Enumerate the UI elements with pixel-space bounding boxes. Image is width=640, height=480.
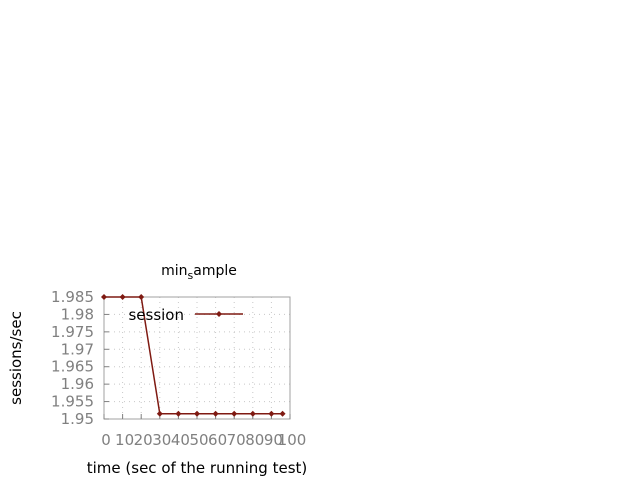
data-point [268, 410, 275, 417]
y-tick-label: 1.975 [51, 323, 94, 341]
legend-label-session: session [128, 306, 184, 324]
y-tick-label: 1.95 [61, 410, 94, 428]
y-tick-label: 1.965 [51, 358, 94, 376]
data-point [231, 410, 238, 417]
x-tick-label: 60 [208, 431, 227, 449]
x-tick-label: 100 [278, 431, 307, 449]
x-tick-label: 40 [171, 431, 190, 449]
y-tick-label: 1.955 [51, 393, 94, 411]
legend-marker-session [216, 311, 222, 317]
legend: session [128, 306, 243, 324]
y-tick-label: 1.97 [61, 340, 94, 358]
data-point [175, 410, 182, 417]
data-point [194, 410, 200, 417]
x-tick-label: 90 [264, 431, 283, 449]
x-tick-label: 20 [134, 431, 153, 449]
y-axis-label: sessions/sec [7, 311, 25, 405]
x-tick-label: 70 [227, 431, 246, 449]
y-tick-label: 1.98 [61, 305, 94, 323]
y-tick-label: 1.985 [51, 288, 94, 306]
x-tick-label: 10 [115, 431, 134, 449]
x-tick-label: 30 [152, 431, 171, 449]
data-point [249, 410, 256, 417]
y-tick-label: 1.96 [61, 375, 94, 393]
data-point [212, 410, 219, 417]
data-point [101, 294, 107, 300]
data-point [156, 410, 163, 417]
x-tick-label: 50 [189, 431, 208, 449]
chart-title: minsample [161, 263, 237, 282]
x-tick-label: 80 [245, 431, 264, 449]
data-point [138, 294, 145, 300]
series-layer [101, 294, 286, 417]
data-point [279, 410, 286, 417]
data-point [119, 294, 126, 300]
x-tick-label: 0 [101, 431, 111, 449]
x-axis-label: time (sec of the running test) [87, 459, 308, 477]
chart-title-subscript: s [188, 269, 194, 282]
